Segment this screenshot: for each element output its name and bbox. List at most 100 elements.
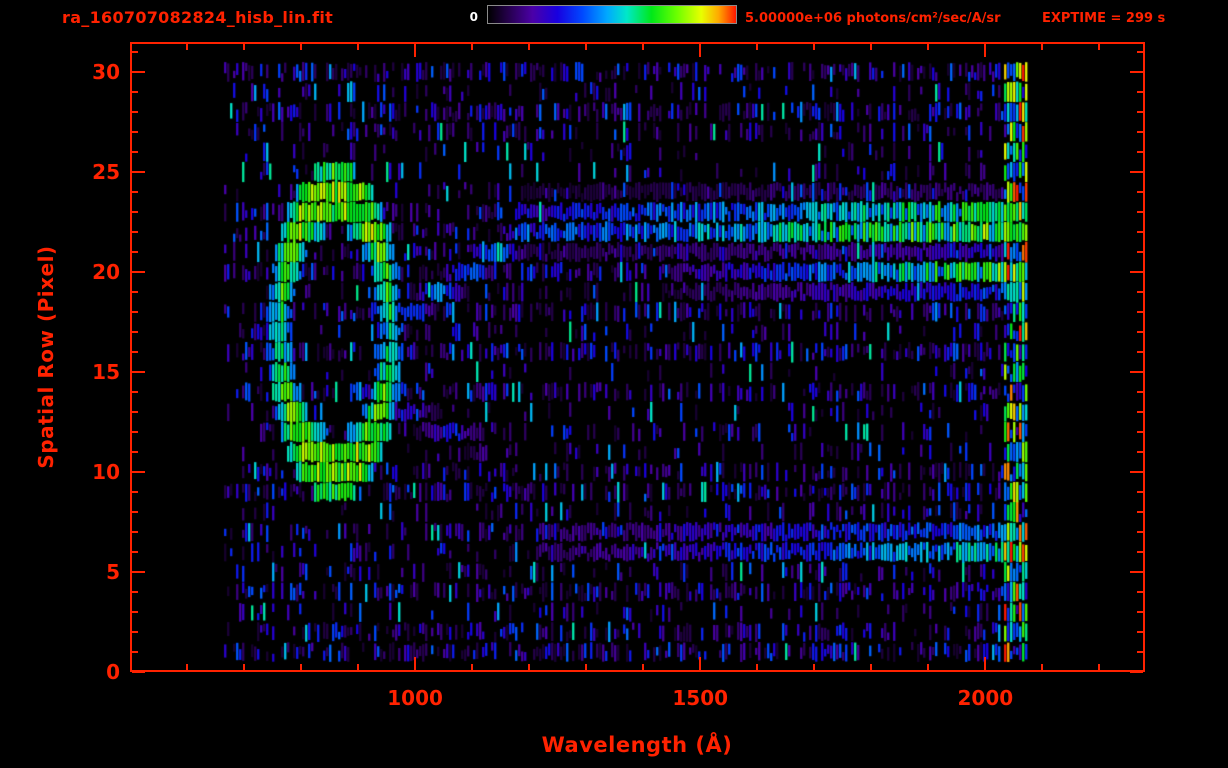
y-tick-left <box>132 591 138 593</box>
x-tick-bottom <box>699 657 702 670</box>
y-tick-right <box>1137 51 1143 53</box>
y-tick-right <box>1137 311 1143 313</box>
y-tick-right <box>1137 551 1143 553</box>
y-tick-right <box>1137 651 1143 653</box>
y-tick-left <box>132 291 138 293</box>
y-tick-left <box>132 251 138 253</box>
x-tick-bottom <box>1041 664 1044 670</box>
y-tick-label: 5 <box>106 560 120 584</box>
x-tick-bottom <box>813 664 816 670</box>
x-tick-top <box>528 44 531 50</box>
y-tick-left <box>132 111 138 113</box>
x-tick-top <box>756 44 759 50</box>
y-tick-right <box>1137 391 1143 393</box>
x-tick-bottom <box>471 664 474 670</box>
y-tick-left <box>132 471 145 473</box>
y-tick-left <box>132 151 138 153</box>
x-tick-bottom <box>927 664 930 670</box>
x-axis-label: Wavelength (Å) <box>541 733 733 757</box>
y-tick-left <box>132 631 138 633</box>
x-tick-top <box>699 44 702 57</box>
y-tick-right <box>1130 71 1143 73</box>
y-tick-left <box>132 271 145 273</box>
y-tick-right <box>1137 451 1143 453</box>
y-tick-left <box>132 331 138 333</box>
y-tick-right <box>1130 271 1143 273</box>
y-tick-left <box>132 371 145 373</box>
x-tick-top <box>927 44 930 50</box>
x-tick-bottom <box>756 664 759 670</box>
y-tick-right <box>1137 211 1143 213</box>
y-tick-left <box>132 411 138 413</box>
y-tick-left <box>132 531 138 533</box>
y-tick-right <box>1137 91 1143 93</box>
x-tick-top <box>642 44 645 50</box>
y-tick-right <box>1137 631 1143 633</box>
x-tick-top <box>300 44 303 50</box>
y-tick-right <box>1137 251 1143 253</box>
x-tick-top <box>243 44 246 50</box>
y-tick-left <box>132 571 145 573</box>
y-tick-left <box>132 511 138 513</box>
x-tick-bottom <box>300 664 303 670</box>
y-tick-left <box>132 611 138 613</box>
y-tick-label: 15 <box>92 360 120 384</box>
x-tick-bottom <box>528 664 531 670</box>
x-tick-bottom <box>1098 664 1101 670</box>
y-tick-left <box>132 431 138 433</box>
y-tick-right <box>1137 291 1143 293</box>
x-tick-top <box>870 44 873 50</box>
y-tick-right <box>1137 611 1143 613</box>
y-tick-left <box>132 671 145 673</box>
y-tick-right <box>1137 491 1143 493</box>
y-tick-left <box>132 311 138 313</box>
y-tick-right <box>1137 151 1143 153</box>
plot-frame <box>130 42 1145 672</box>
y-tick-left <box>132 51 138 53</box>
y-tick-right <box>1130 471 1143 473</box>
y-tick-right <box>1137 331 1143 333</box>
spectral-heatmap-canvas <box>130 42 1145 672</box>
y-tick-right <box>1137 431 1143 433</box>
x-tick-top <box>186 44 189 50</box>
y-axis-label: Spatial Row (Pixel) <box>34 245 58 469</box>
y-tick-right <box>1137 511 1143 513</box>
y-tick-right <box>1137 591 1143 593</box>
x-tick-bottom <box>414 657 417 670</box>
y-tick-left <box>132 71 145 73</box>
y-tick-right <box>1130 371 1143 373</box>
colorbar-max-label: 5.00000e+06 photons/cm²/sec/A/sr <box>745 11 1001 26</box>
y-tick-label: 20 <box>92 260 120 284</box>
x-tick-label: 2000 <box>957 686 1014 710</box>
y-tick-left <box>132 131 138 133</box>
x-tick-top <box>1098 44 1101 50</box>
y-tick-left <box>132 451 138 453</box>
y-tick-left <box>132 191 138 193</box>
y-tick-left <box>132 491 138 493</box>
x-tick-bottom <box>357 664 360 670</box>
y-tick-label: 30 <box>92 60 120 84</box>
y-tick-right <box>1137 131 1143 133</box>
x-tick-top <box>471 44 474 50</box>
y-tick-left <box>132 391 138 393</box>
y-tick-right <box>1130 171 1143 173</box>
x-tick-label: 1500 <box>672 686 729 710</box>
x-tick-top <box>984 44 987 57</box>
y-tick-label: 25 <box>92 160 120 184</box>
y-tick-left <box>132 651 138 653</box>
y-tick-right <box>1137 411 1143 413</box>
y-tick-right <box>1137 531 1143 533</box>
y-tick-left <box>132 551 138 553</box>
y-tick-right <box>1137 111 1143 113</box>
y-tick-left <box>132 351 138 353</box>
y-tick-left <box>132 171 145 173</box>
y-tick-right <box>1137 351 1143 353</box>
y-tick-left <box>132 211 138 213</box>
y-tick-right <box>1130 571 1143 573</box>
x-tick-label: 1000 <box>387 686 443 710</box>
x-tick-top <box>813 44 816 50</box>
y-tick-left <box>132 91 138 93</box>
x-tick-bottom <box>642 664 645 670</box>
x-tick-top <box>414 44 417 57</box>
x-tick-top <box>1041 44 1044 50</box>
